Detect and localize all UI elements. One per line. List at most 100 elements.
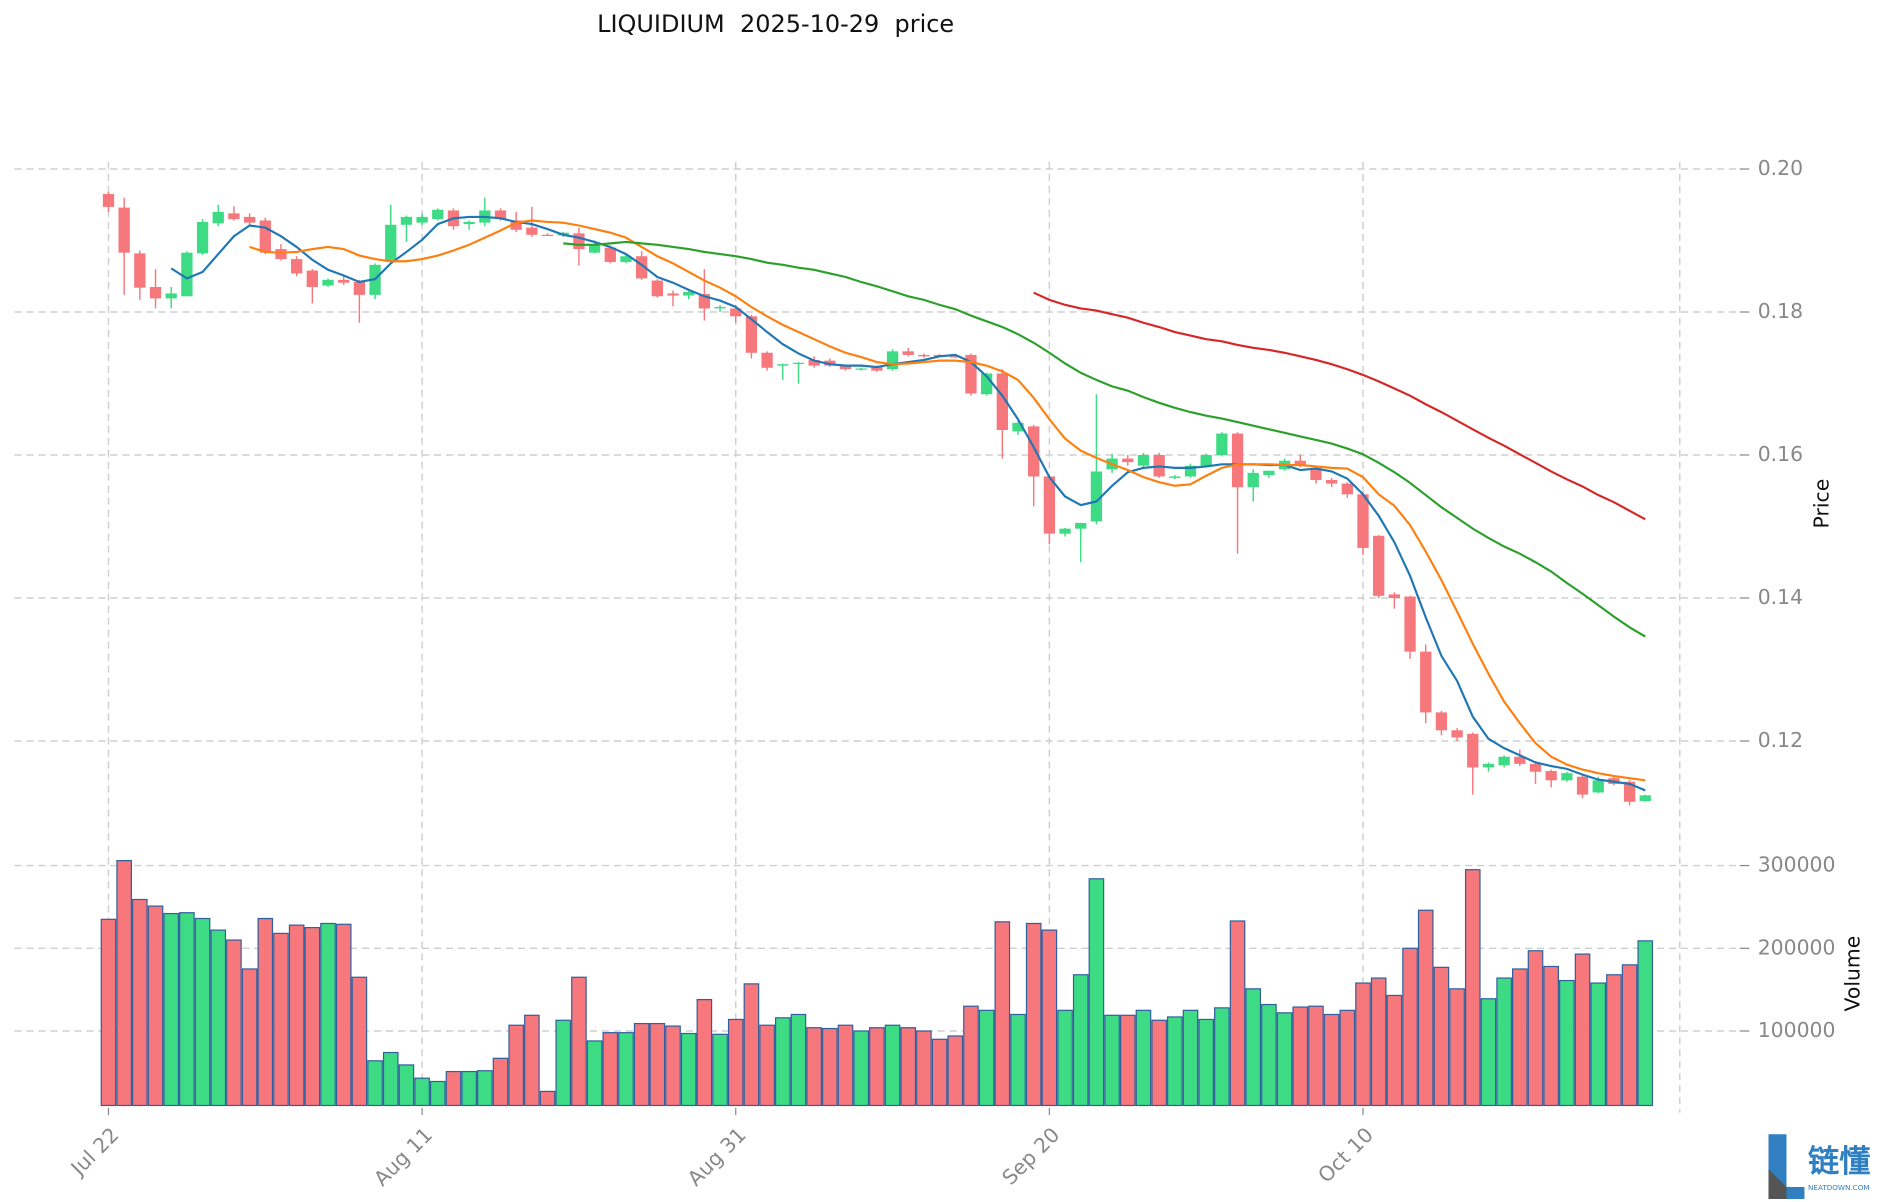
candle-body [902, 351, 914, 355]
candle-body [636, 256, 648, 279]
volume-bar [1417, 909, 1434, 1107]
volume-bar [665, 1025, 681, 1107]
candle-body [1404, 596, 1416, 652]
candle-body [259, 220, 271, 253]
candle-body [165, 293, 177, 299]
watermark-logo-shade [1768, 1169, 1787, 1200]
candle-body [604, 247, 616, 262]
candle-body [338, 279, 350, 283]
volume-bar [743, 983, 760, 1107]
volume-bar [492, 1057, 509, 1107]
volume-bar [1104, 1014, 1120, 1107]
volume-bar [1449, 988, 1465, 1107]
candle-body [1169, 476, 1181, 478]
candle-body [1341, 483, 1353, 495]
candle-body [463, 221, 475, 225]
volume-bar [320, 922, 336, 1107]
candle-body [667, 293, 679, 296]
volume-bar [508, 1024, 525, 1107]
candle-body [102, 194, 115, 207]
volume-bar [1261, 1003, 1277, 1107]
watermark-text: 链懂 [1808, 1144, 1870, 1180]
candle-body [1639, 795, 1651, 802]
candle-body [777, 364, 789, 366]
candle-body [1059, 528, 1071, 534]
volume-bar [414, 1077, 430, 1107]
candle-body [1043, 476, 1056, 534]
volume-bar [1464, 869, 1481, 1107]
candle-body [385, 224, 397, 262]
volume-bar [712, 1033, 728, 1107]
volume-bar [226, 939, 242, 1107]
x-tick-label: Aug 11 [369, 1123, 437, 1191]
volume-bar [869, 1027, 885, 1107]
candle-body [1294, 460, 1306, 466]
volume-bar [1025, 922, 1042, 1107]
volume-bar [1339, 1009, 1356, 1107]
volume-bar [116, 859, 132, 1107]
candle-body [432, 209, 444, 220]
moving-average-line [563, 240, 1646, 638]
volume-bar [1182, 1009, 1199, 1107]
volume-bar [1057, 1009, 1073, 1107]
y-tick-label: 0.20 [1758, 156, 1803, 180]
volume-bar [837, 1024, 854, 1107]
volume-bar [1512, 968, 1528, 1107]
candle-body [683, 291, 695, 296]
volume-bar [210, 929, 227, 1107]
candle-body [181, 252, 193, 297]
volume-bar [633, 1022, 650, 1107]
y-axis-label: Price [1809, 479, 1833, 529]
volume-bar [539, 1090, 556, 1107]
volume-bar [790, 1013, 807, 1107]
candle-body [1231, 433, 1244, 488]
volume-bar [696, 998, 713, 1107]
candle-body [1498, 756, 1510, 766]
volume-bar [1229, 920, 1246, 1107]
candle-body [149, 286, 162, 299]
volume-bar [1198, 1018, 1215, 1107]
candle-body [322, 279, 334, 286]
volume-bar [947, 1035, 964, 1107]
volume-bar [1370, 977, 1387, 1107]
volume-bar [727, 1018, 744, 1107]
candle-body [1514, 756, 1526, 764]
volume-bar [1088, 878, 1105, 1107]
candle-body [620, 256, 632, 262]
volume-bar [398, 1064, 415, 1107]
volume-bar [1606, 974, 1622, 1107]
moving-average-line [249, 219, 1646, 782]
watermark: 链懂 NEATDOWN.COM [1768, 1134, 1870, 1200]
volume-bar [1496, 977, 1512, 1107]
candle-body [918, 354, 930, 357]
volume-bar [288, 924, 305, 1107]
volume-bar [257, 917, 274, 1107]
candle-body [573, 233, 585, 250]
candle-body [1435, 712, 1448, 731]
candle-body [588, 244, 601, 253]
x-tick-label: Jul 22 [65, 1123, 124, 1182]
candle-body [1247, 472, 1259, 488]
watermark-subtext: NEATDOWN.COM [1808, 1183, 1870, 1192]
volume-bar [1433, 966, 1450, 1107]
volume-bar [571, 976, 587, 1107]
volume-bar [1119, 1014, 1136, 1107]
candle-body [1263, 470, 1275, 476]
volume-bar [179, 912, 195, 1107]
volume-bar [1621, 964, 1638, 1107]
candle-body [291, 259, 303, 274]
volume-bar [1151, 1019, 1167, 1107]
volume-bar [1590, 982, 1607, 1107]
candle-body [228, 213, 240, 220]
x-tick-label: Oct 10 [1313, 1123, 1378, 1188]
candle-body [1122, 458, 1134, 463]
volume-bar [994, 921, 1011, 1107]
volume-bar [1167, 1016, 1183, 1107]
volume-bar [916, 1030, 932, 1107]
volume-bar [1323, 1013, 1340, 1107]
volume-bar [822, 1027, 838, 1107]
volume-bar [931, 1038, 948, 1107]
volume-bar [335, 923, 352, 1107]
